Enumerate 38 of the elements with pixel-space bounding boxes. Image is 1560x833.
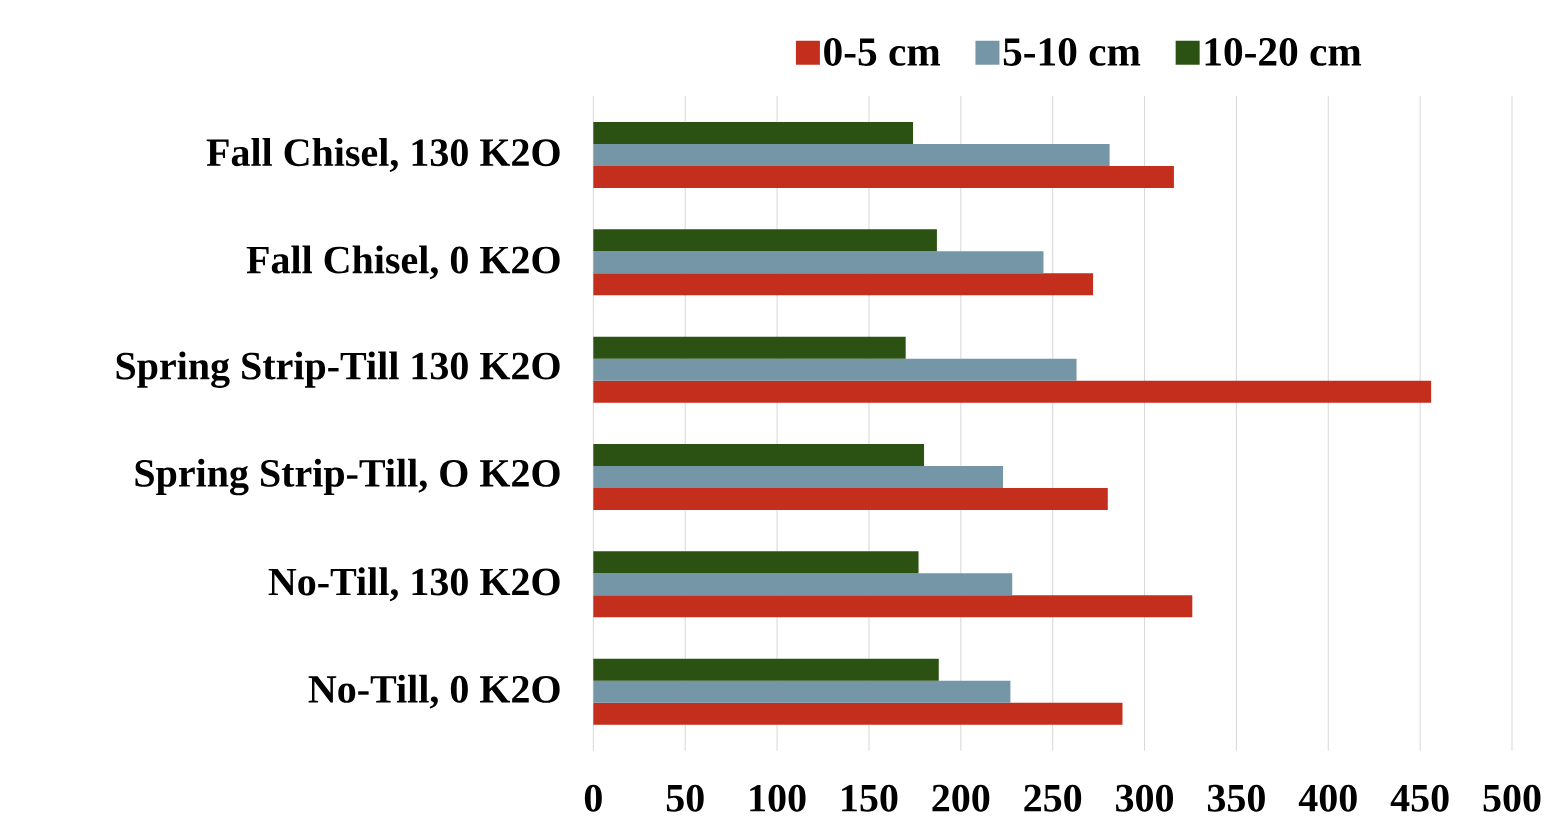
bar <box>593 273 1094 296</box>
y-tick-label: Fall Chisel, 0 K2O <box>246 245 560 280</box>
x-tick-label: 400 <box>1298 784 1357 812</box>
x-tick-label: 50 <box>666 784 704 812</box>
bar <box>593 595 1193 618</box>
x-tick-label: 250 <box>1024 784 1082 812</box>
x-tick-label: 350 <box>1207 784 1265 812</box>
x-tick-label: 200 <box>932 784 990 812</box>
x-tick-label: 100 <box>750 784 806 812</box>
bar <box>593 380 1432 403</box>
bar <box>593 551 919 574</box>
y-tick-label: Spring Strip-Till, O K2O <box>135 458 560 496</box>
bar <box>593 487 1108 510</box>
x-tick-label: 0 <box>584 784 602 812</box>
bar <box>593 358 1077 381</box>
bar <box>593 702 1123 725</box>
y-tick-label: No-Till, 130 K2O <box>268 567 560 602</box>
bar <box>593 658 939 681</box>
legend-label: 5-10 cm <box>1003 37 1141 66</box>
x-tick-label: 150 <box>842 784 898 812</box>
bar <box>593 143 1110 166</box>
bar <box>593 229 937 252</box>
bar <box>593 680 1011 703</box>
bar <box>593 573 1013 596</box>
legend-label: 10-20 cm <box>1205 37 1362 66</box>
y-tick-label: No-Till, 0 K2O <box>308 674 560 709</box>
bar <box>593 165 1174 188</box>
legend-label: 0-5 cm <box>824 37 941 66</box>
bar <box>593 121 914 144</box>
x-tick-label: 450 <box>1390 784 1449 812</box>
bar <box>593 443 925 466</box>
y-tick-label: Fall Chisel, 130 K2O <box>206 137 560 172</box>
x-tick-label: 300 <box>1116 784 1174 812</box>
bar <box>593 336 906 359</box>
bar <box>593 465 1004 488</box>
y-tick-label: Spring Strip-Till 130 K2O <box>116 351 560 388</box>
bar <box>593 251 1044 274</box>
x-tick-label: 500 <box>1483 784 1541 812</box>
